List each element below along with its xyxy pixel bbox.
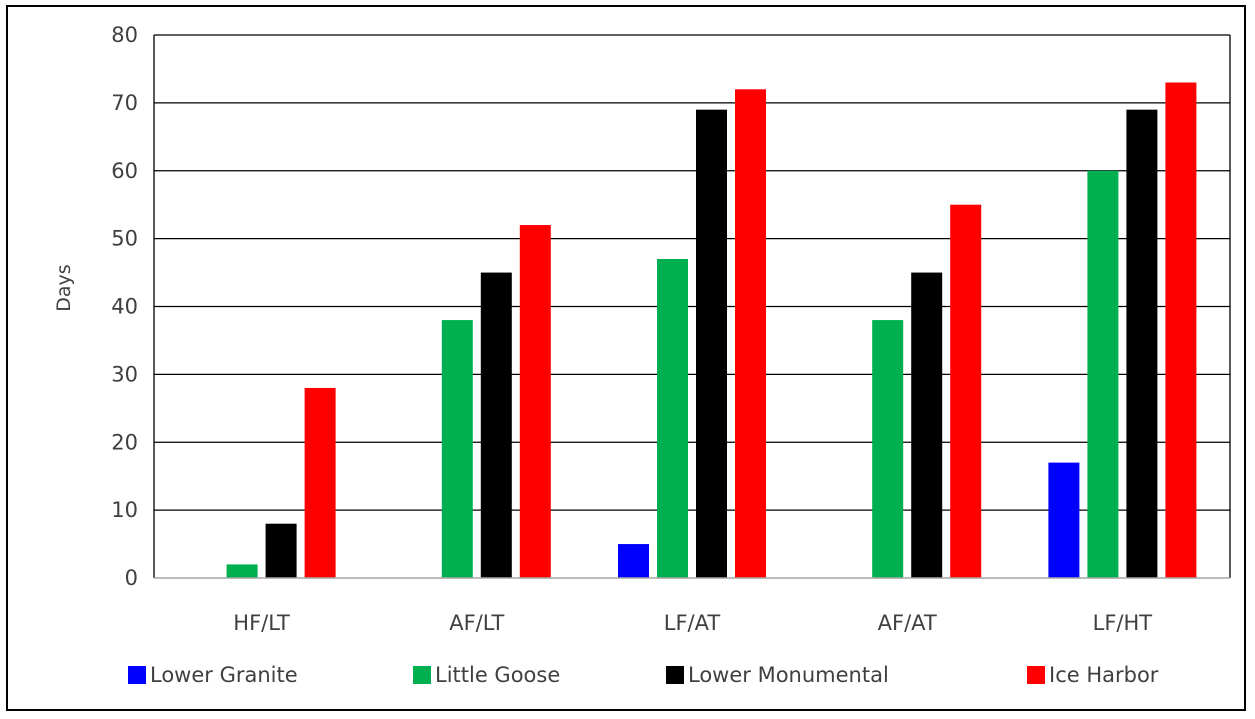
bar-ice-harbor-hf-lt bbox=[304, 387, 336, 578]
bar-little-goose-lf-ht bbox=[1087, 170, 1119, 578]
y-axis-title: Days bbox=[53, 264, 75, 311]
bar-lower-granite-lf-at bbox=[618, 544, 649, 578]
bar-lower-monumental-lf-ht bbox=[1126, 109, 1158, 578]
legend-label-ice-harbor: Ice Harbor bbox=[1049, 663, 1159, 687]
x-tick-label: LF/HT bbox=[1093, 611, 1153, 635]
bar-lower-monumental-af-at bbox=[911, 272, 943, 578]
legend-swatch-little-goose bbox=[413, 666, 431, 684]
bar-lower-monumental-hf-lt bbox=[265, 523, 297, 578]
bar-little-goose-af-lt bbox=[441, 320, 473, 578]
y-tick-label: 80 bbox=[111, 23, 138, 47]
y-tick-label: 30 bbox=[111, 362, 138, 386]
bar-little-goose-lf-at bbox=[657, 258, 688, 578]
y-tick-label: 70 bbox=[111, 91, 138, 115]
x-tick-label: HF/LT bbox=[233, 611, 290, 635]
bar-ice-harbor-lf-at bbox=[735, 89, 766, 579]
bar-ice-harbor-lf-ht bbox=[1165, 82, 1197, 578]
bar-lower-granite-lf-ht bbox=[1048, 462, 1080, 578]
legend: Lower Granite Little Goose Lower Monumenta… bbox=[128, 663, 1159, 687]
bars bbox=[226, 82, 1197, 579]
chart-frame bbox=[6, 5, 1246, 711]
y-tick-label: 0 bbox=[125, 566, 138, 590]
legend-swatch-lower-monumental bbox=[666, 666, 684, 684]
legend-swatch-ice-harbor bbox=[1027, 666, 1045, 684]
y-tick-label: 20 bbox=[111, 430, 138, 454]
bar-lower-monumental-af-lt bbox=[480, 272, 512, 578]
x-tick-label: AF/AT bbox=[878, 611, 937, 635]
x-tick-label: LF/AT bbox=[664, 611, 721, 635]
y-tick-label: 50 bbox=[111, 227, 138, 251]
bar-little-goose-hf-lt bbox=[226, 564, 258, 578]
bar-ice-harbor-af-lt bbox=[519, 225, 551, 579]
axes: 0 10 20 30 40 50 60 70 80 HF/LT AF/LT LF/AT AF/AT LF/… bbox=[111, 23, 1231, 635]
y-tick-label: 10 bbox=[111, 498, 138, 522]
legend-swatch-lower-granite bbox=[128, 666, 146, 684]
bar-little-goose-af-at bbox=[872, 320, 904, 578]
bar-ice-harbor-af-at bbox=[950, 204, 982, 578]
y-tick-label: 40 bbox=[111, 295, 138, 319]
legend-label-lower-granite: Lower Granite bbox=[150, 663, 298, 687]
x-tick-label: AF/LT bbox=[449, 611, 504, 635]
legend-label-little-goose: Little Goose bbox=[435, 663, 560, 687]
y-tick-label: 60 bbox=[111, 159, 138, 183]
legend-label-lower-monumental: Lower Monumental bbox=[688, 663, 889, 687]
bar-lower-monumental-lf-at bbox=[696, 109, 727, 578]
